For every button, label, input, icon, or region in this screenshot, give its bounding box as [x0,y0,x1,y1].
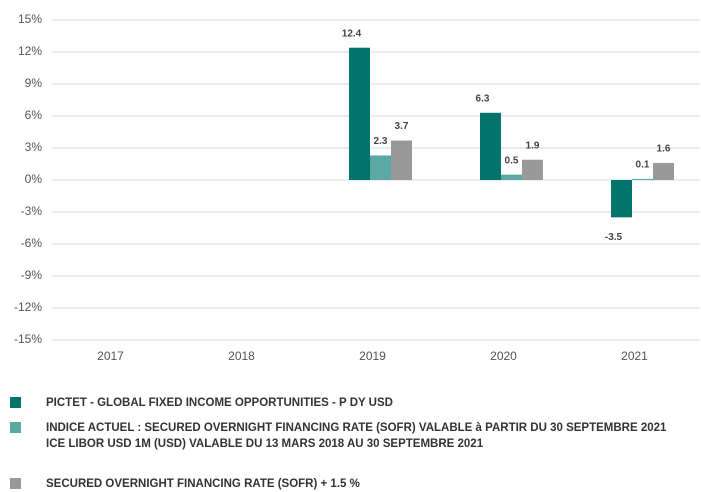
y-tick-label: -6% [21,236,43,250]
value-label: -3.5 [605,232,623,243]
bar [653,162,674,180]
y-tick-label: 6% [25,108,43,122]
bar [480,112,501,180]
x-tick-label: 2020 [490,349,517,363]
value-label: 1.9 [526,140,540,151]
bar [501,174,522,180]
value-label: 0.5 [505,155,519,166]
chart: -15% -12% -9% -6% -3% 0% 3% 6% 9% 12% 15% 2017 2018 2… [14,12,700,363]
bar [349,47,370,180]
x-tick-label: 2017 [97,349,124,363]
value-label: 6.3 [476,93,490,104]
x-tick-label: 2021 [621,349,648,363]
legend-label: INDICE ACTUEL : SECURED OVERNIGHT FINANC… [46,422,667,450]
y-tick-label: -3% [21,204,43,218]
value-label: 2.3 [374,136,388,147]
y-tick-label: 0% [25,172,43,186]
bar [611,180,632,218]
bar [522,159,543,180]
y-tick-label: 15% [18,12,42,26]
y-tick-label: -12% [14,300,42,314]
value-label: 0.1 [636,160,650,171]
y-tick-label: -15% [14,332,42,346]
x-tick-label: 2019 [359,349,386,363]
bar [370,155,391,180]
y-tick-label: 9% [25,76,43,90]
legend-label: PICTET - GLOBAL FIXED INCOME OPPORTUNITI… [46,397,393,409]
bar [391,140,412,180]
x-tick-label: 2018 [228,349,255,363]
value-label: 12.4 [342,28,362,39]
legend-swatch [10,478,21,489]
legend-label: SECURED OVERNIGHT FINANCING RATE (SOFR) … [46,478,360,490]
value-label: 1.6 [657,144,671,155]
legend-swatch [10,397,21,408]
bar [632,178,653,180]
y-tick-label: -9% [21,268,43,282]
y-tick-label: 3% [25,140,43,154]
legend-swatch [10,422,21,433]
value-label: 3.7 [395,121,409,132]
y-tick-label: 12% [18,44,42,58]
